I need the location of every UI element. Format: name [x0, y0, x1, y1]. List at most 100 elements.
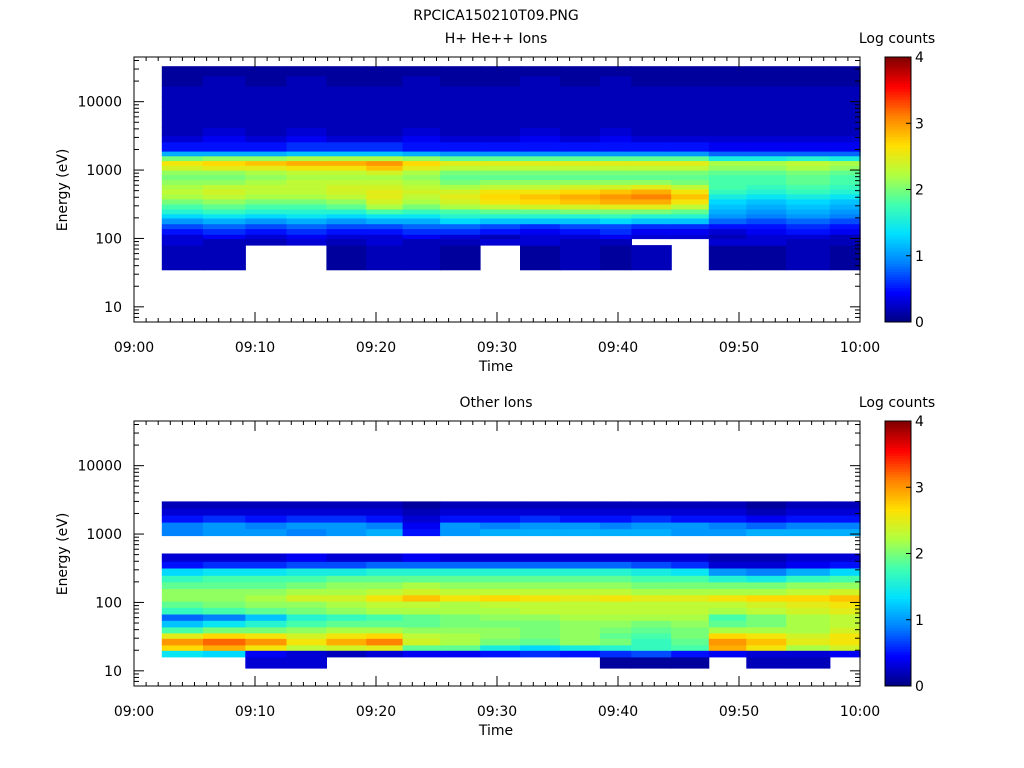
heatmap-cell: [440, 208, 481, 215]
colorbar-cell: [885, 70, 911, 74]
heatmap-cell: [520, 184, 561, 190]
heatmap-cell: [326, 620, 367, 628]
heatmap-cell: [599, 184, 632, 190]
heatmap-cell: [402, 106, 441, 118]
heatmap-cell: [786, 174, 831, 180]
heatmap-cell: [671, 203, 710, 210]
heatmap-cell: [599, 501, 632, 509]
y-tick-label: 10000: [77, 95, 122, 111]
heatmap-cell: [161, 607, 204, 615]
colorbar-cell: [885, 290, 911, 294]
heatmap-cell: [520, 213, 561, 219]
heatmap-cell: [708, 632, 747, 639]
heatmap-cell: [746, 170, 787, 176]
colorbar-cell: [885, 168, 911, 172]
heatmap-cell: [708, 588, 747, 596]
heatmap-cell: [786, 213, 831, 219]
colorbar-cell: [885, 141, 911, 145]
heatmap-cells: [161, 66, 861, 271]
heatmap-cell: [786, 160, 831, 166]
heatmap-cell: [829, 626, 861, 634]
heatmap-cell: [203, 75, 246, 87]
heatmap-cell: [440, 141, 481, 152]
colorbar-cell: [885, 308, 911, 312]
heatmap-cell: [440, 607, 481, 615]
heatmap-cell: [599, 160, 632, 166]
heatmap-cell: [520, 135, 561, 143]
colorbar-cell: [885, 300, 911, 304]
heatmap-cell: [366, 501, 404, 509]
colorbar-cell: [885, 476, 911, 480]
colorbar-cell: [885, 550, 911, 554]
heatmap-cell: [203, 127, 246, 137]
colorbar-cell: [885, 104, 911, 108]
heatmap-cell: [671, 85, 710, 97]
heatmap-cell: [599, 75, 632, 87]
heatmap-cell: [286, 217, 327, 225]
heatmap-cell: [708, 188, 747, 195]
heatmap-cell: [746, 644, 787, 651]
heatmap-cell: [829, 217, 861, 225]
colorbar-cell: [885, 176, 911, 180]
heatmap-cell: [559, 155, 601, 162]
heatmap-cell: [520, 501, 561, 509]
heatmap-cell: [366, 193, 404, 200]
heatmap-cell: [746, 217, 787, 225]
heatmap-cell: [599, 208, 632, 215]
heatmap-cell: [402, 561, 441, 569]
heatmap-cell: [440, 75, 481, 87]
colorbar-cell: [885, 582, 911, 586]
heatmap-cell: [746, 151, 787, 157]
heatmap-cell: [786, 127, 831, 137]
heatmap-cell: [829, 155, 861, 162]
heatmap-cell: [671, 620, 710, 628]
heatmap-cell: [559, 234, 601, 240]
heatmap-cell: [829, 135, 861, 143]
heatmap-cell: [245, 217, 287, 225]
heatmap-cell: [286, 588, 327, 596]
heatmap-cell: [402, 553, 441, 562]
heatmap-cell: [480, 638, 521, 646]
heatmap-cell: [326, 632, 367, 639]
heatmap-cell: [286, 85, 327, 97]
heatmap-cell: [786, 184, 831, 190]
colorbar-cell: [885, 468, 911, 472]
colorbar-cell: [885, 284, 911, 289]
heatmap-cell: [440, 106, 481, 118]
heatmap-cell: [671, 626, 710, 634]
heatmap-cell: [366, 522, 404, 530]
heatmap-cell: [746, 508, 787, 516]
heatmap-cell: [746, 127, 787, 137]
heatmap-cell: [286, 528, 327, 537]
heatmap-cell: [829, 213, 861, 219]
heatmap-cell: [366, 234, 404, 240]
heatmap-cell: [829, 179, 861, 185]
heatmap-cell: [326, 198, 367, 205]
colorbar-cell: [885, 640, 911, 645]
heatmap-cell: [829, 165, 861, 171]
heatmap-cell: [671, 223, 710, 230]
heatmap-cell: [161, 106, 204, 118]
heatmap-cell: [366, 508, 404, 516]
heatmap-cell: [440, 213, 481, 219]
colorbar-cell: [885, 489, 911, 494]
colorbar-cell: [885, 115, 911, 119]
heatmap-cell: [671, 522, 710, 530]
heatmap-cell: [631, 601, 672, 608]
heatmap-cell: [366, 553, 404, 562]
colorbar-cell: [885, 112, 911, 116]
colorbar-cell: [885, 133, 911, 137]
colorbar-cell: [885, 208, 911, 212]
heatmap-cell: [631, 116, 672, 128]
colorbar-cell: [885, 648, 911, 653]
heatmap-cell: [326, 179, 367, 185]
colorbar-label: Log counts: [859, 31, 935, 47]
heatmap-cell: [480, 238, 521, 246]
colorbar-cell: [885, 274, 911, 278]
heatmap-cell: [286, 650, 327, 658]
heatmap-cell: [520, 151, 561, 157]
heatmap-cell: [440, 174, 481, 180]
colorbar-cell: [885, 611, 911, 615]
heatmap-cell: [402, 141, 441, 152]
heatmap-cell: [559, 203, 601, 210]
